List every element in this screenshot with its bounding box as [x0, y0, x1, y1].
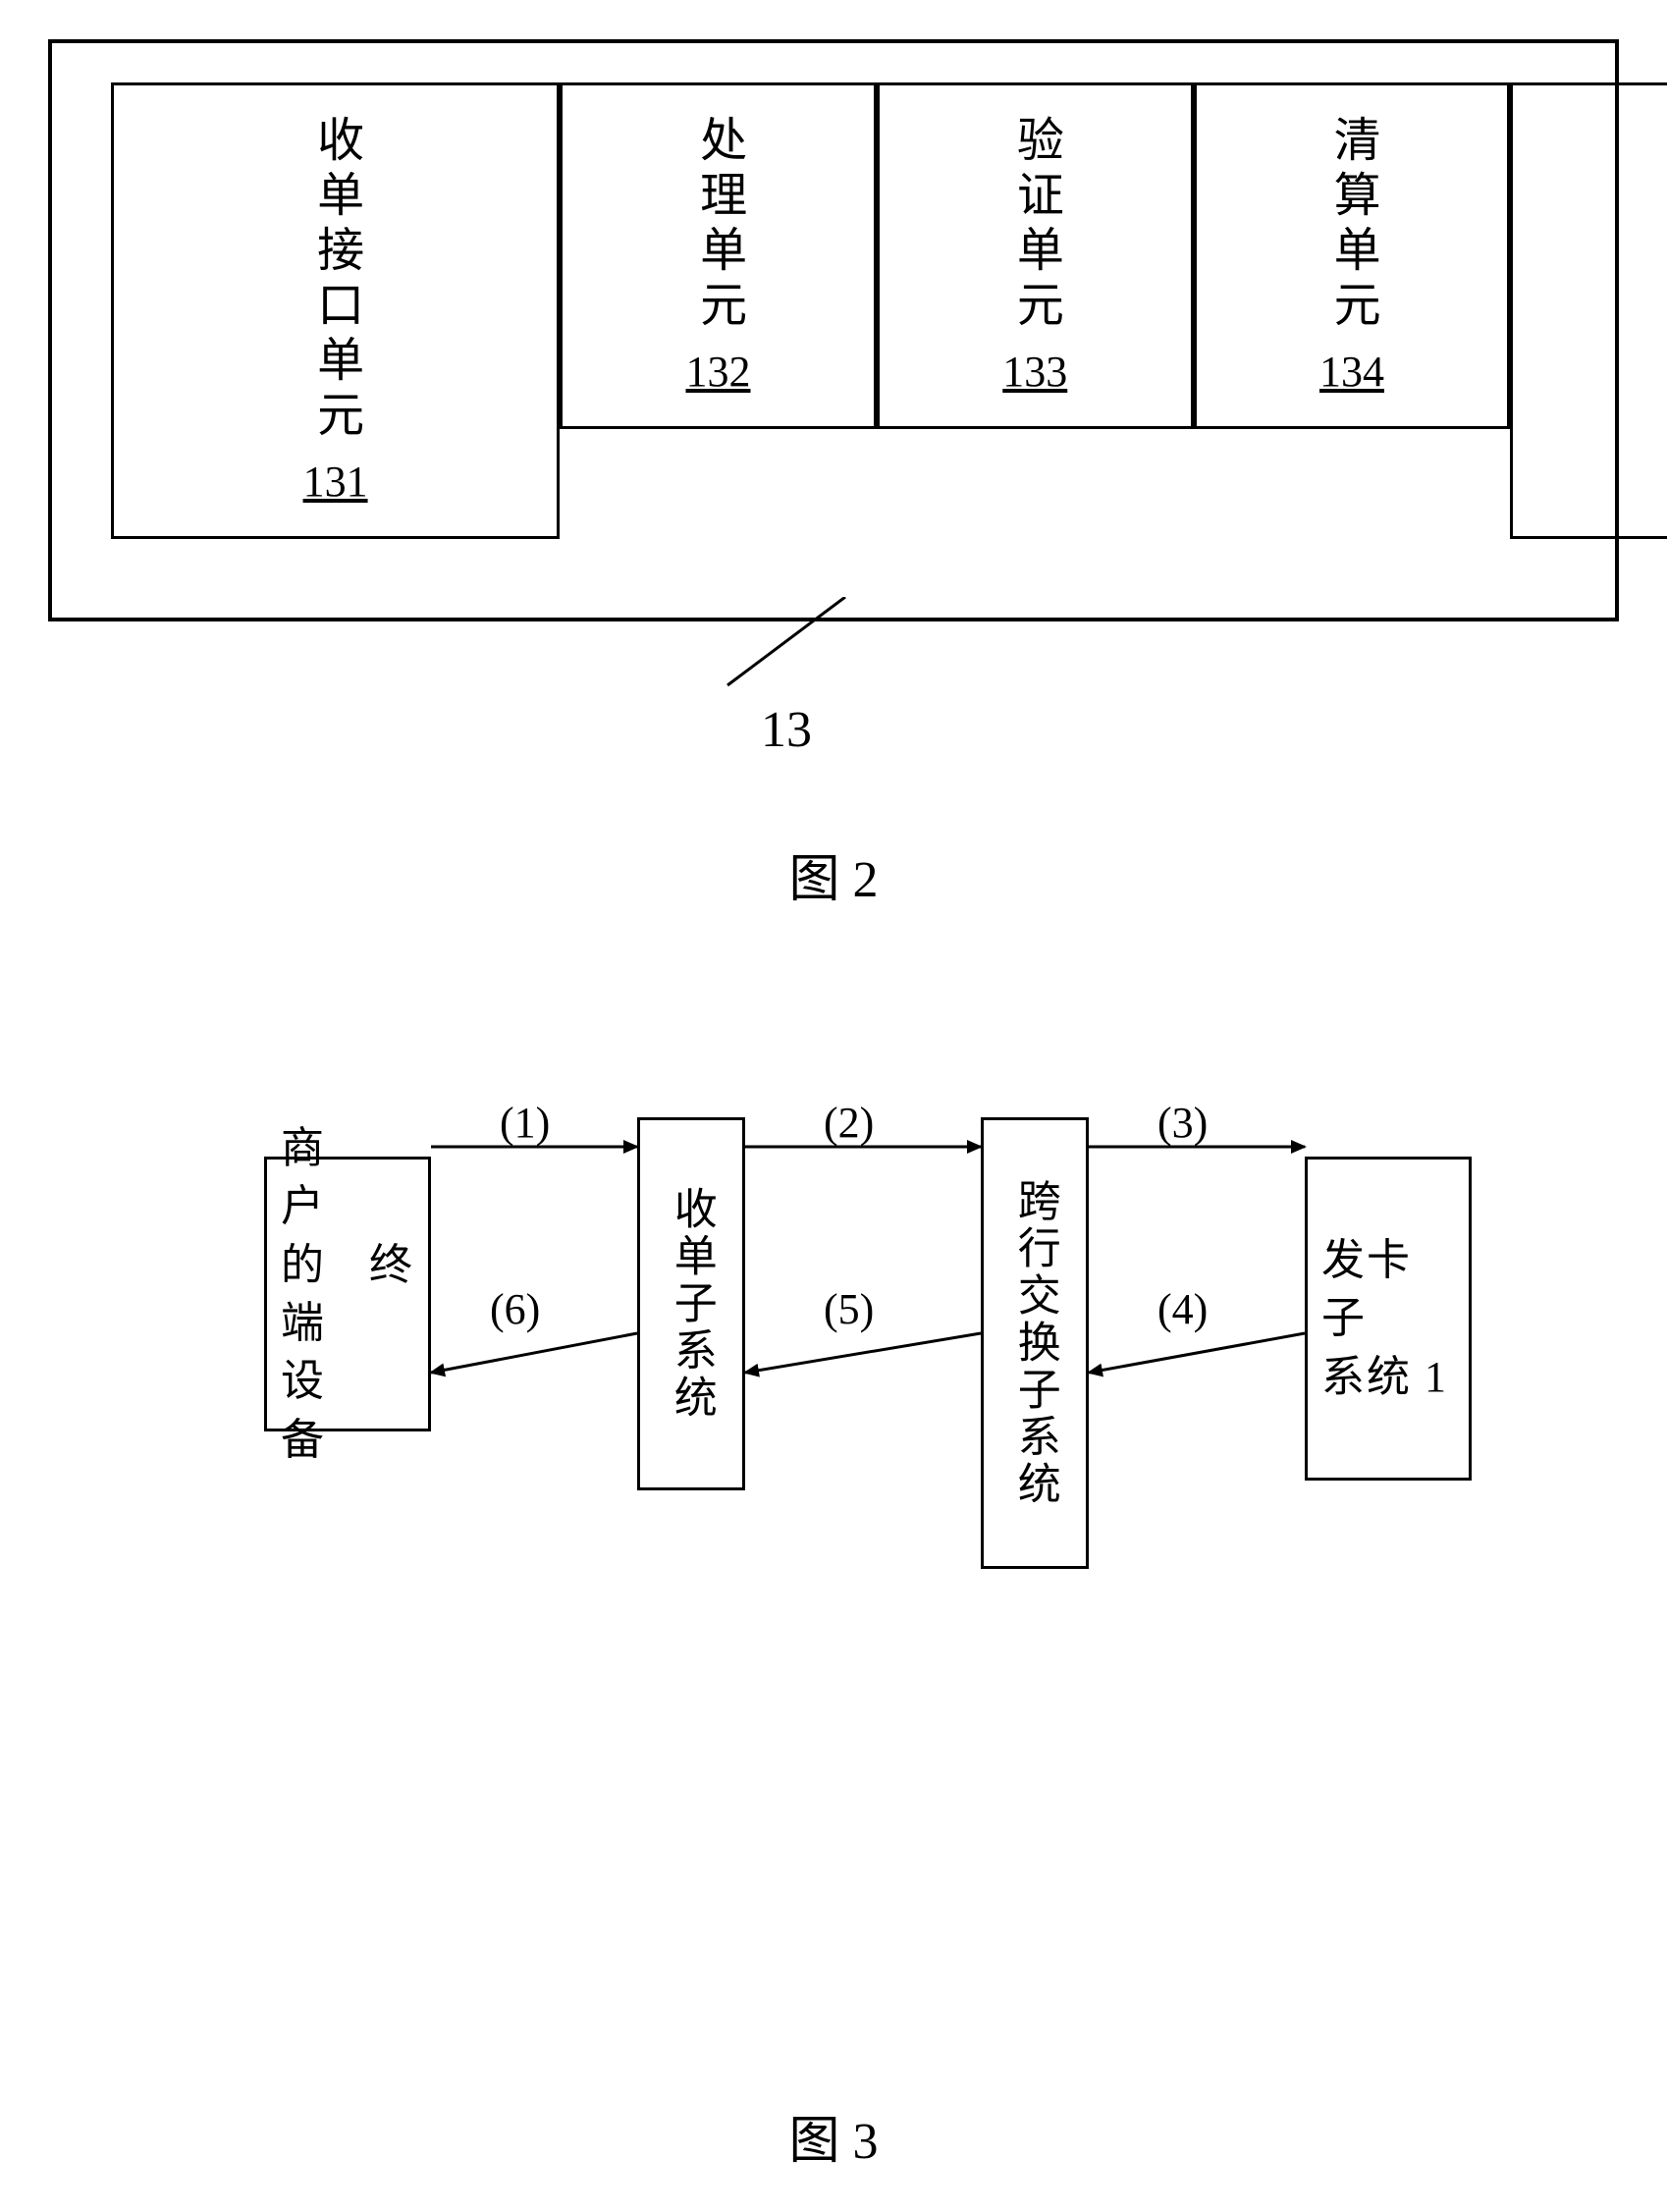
unit-box-131: 收单接口单元 131: [111, 82, 560, 539]
unit-number: 131: [303, 457, 368, 507]
unit-label: 处理单元: [685, 115, 751, 335]
unit-box-133: 验证单元 133: [877, 82, 1194, 429]
callout-line-icon: [708, 597, 865, 695]
edge-label-6: (6): [490, 1284, 540, 1334]
edge-label-4: (4): [1157, 1284, 1208, 1334]
fig2-outer-box: 收单接口单元 131 处理单元 132 验证单元 133 清算单元 134 发卡…: [48, 39, 1619, 621]
unit-number: 133: [1002, 347, 1067, 397]
fig2-container-number: 13: [761, 701, 812, 759]
unit-number: 132: [686, 347, 751, 397]
unit-box-132: 处理单元 132: [560, 82, 877, 429]
unit-label: 收单接口单元: [302, 115, 368, 445]
edge-label-2: (2): [824, 1098, 874, 1148]
unit-label: 清算单元: [1318, 115, 1384, 335]
unit-number: 134: [1319, 347, 1384, 397]
arrow-5: [745, 1333, 981, 1373]
fig2-callout: 13: [708, 597, 865, 759]
fig2-caption: 图 2: [39, 837, 1628, 911]
arrow-4: [1089, 1333, 1305, 1373]
fig3-caption: 图 3: [39, 2099, 1628, 2173]
figure-2: 收单接口单元 131 处理单元 132 验证单元 133 清算单元 134 发卡…: [48, 39, 1619, 621]
unit-label: 验证单元: [1002, 115, 1068, 335]
arrow-6: [431, 1333, 637, 1373]
figure-3: 商 户 的终端 设 备 收单子系统 跨行交换子系统 发卡子 系统 1: [146, 1039, 1521, 1549]
unit-box-135: 发卡接口单元 135: [1510, 82, 1667, 539]
unit-box-134: 清算单元 134: [1194, 82, 1511, 429]
edge-label-1: (1): [500, 1098, 550, 1148]
edge-label-5: (5): [824, 1284, 874, 1334]
edge-label-3: (3): [1157, 1098, 1208, 1148]
